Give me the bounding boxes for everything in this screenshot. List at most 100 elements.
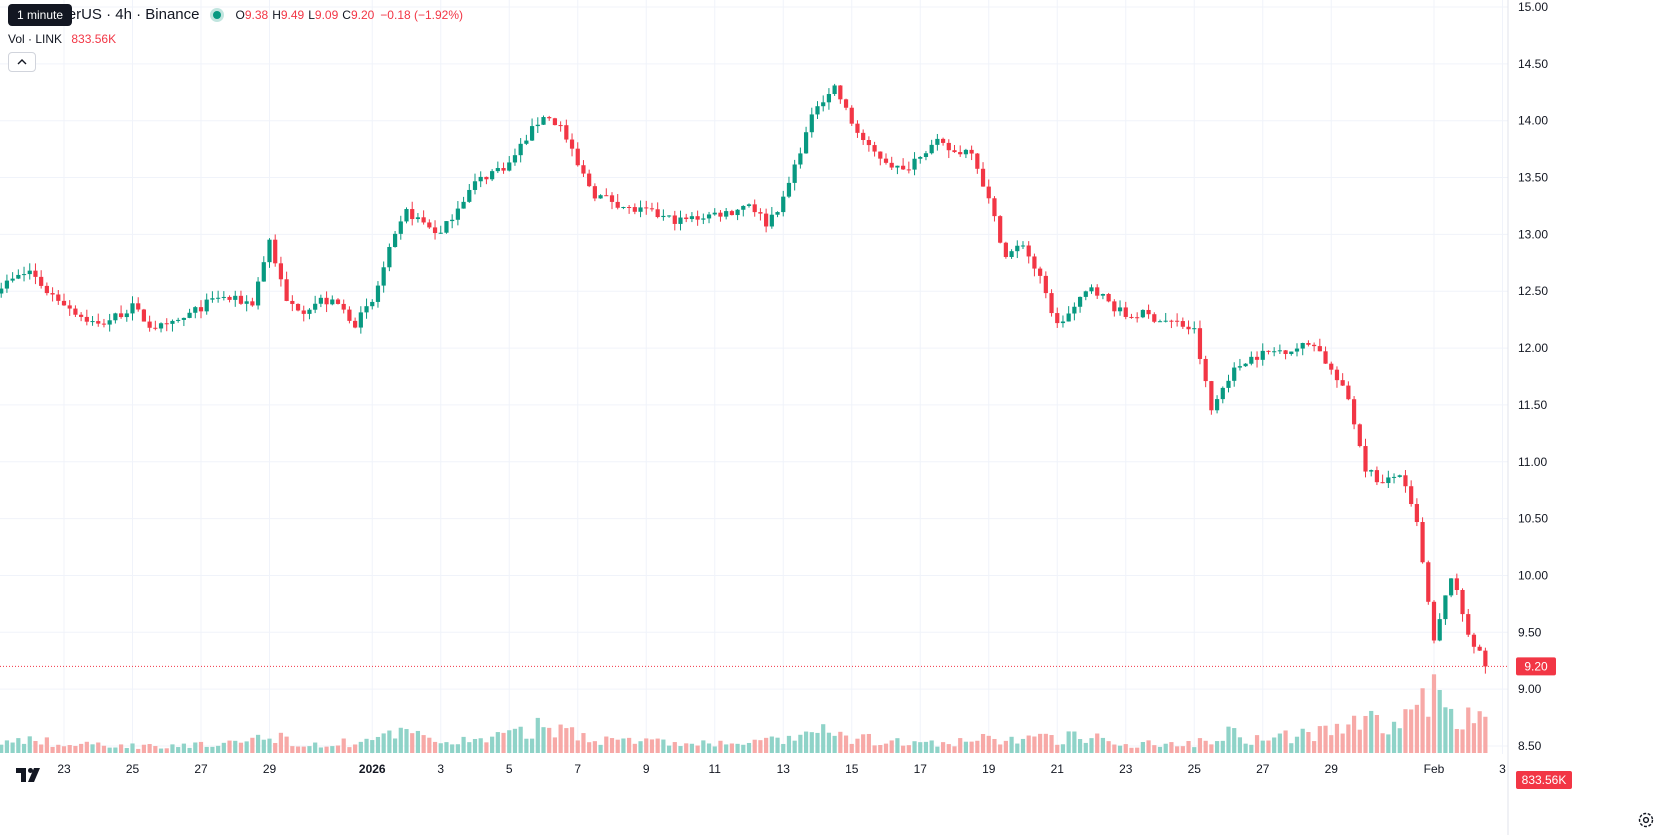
candle-body bbox=[187, 312, 192, 318]
candle-body bbox=[1431, 601, 1437, 641]
volume-bar bbox=[181, 743, 186, 753]
candle-body bbox=[227, 296, 232, 300]
volume-bar bbox=[204, 746, 209, 753]
candle-body bbox=[1197, 328, 1203, 359]
volume-bar bbox=[290, 746, 295, 753]
collapse-legend-button[interactable] bbox=[8, 52, 36, 72]
candle-body bbox=[1083, 291, 1088, 297]
volume-bar bbox=[803, 731, 809, 753]
candle-body bbox=[364, 306, 369, 313]
volume-bar bbox=[1237, 737, 1243, 753]
candle-body bbox=[467, 189, 472, 202]
volume-bar bbox=[227, 740, 232, 753]
volume-bar bbox=[501, 732, 506, 753]
candle-body bbox=[210, 298, 215, 300]
candle-body bbox=[1306, 343, 1311, 345]
gear-icon[interactable] bbox=[1637, 811, 1655, 829]
candle-body bbox=[1272, 351, 1277, 353]
volume-bar bbox=[821, 724, 826, 753]
volume-bar bbox=[358, 741, 363, 753]
candle-body bbox=[569, 139, 575, 149]
candle-body bbox=[1426, 562, 1431, 602]
candle-body bbox=[158, 323, 164, 329]
candle-body bbox=[341, 303, 346, 310]
time-tick-label: 27 bbox=[1256, 762, 1270, 776]
candle-body bbox=[370, 301, 375, 307]
volume-bar bbox=[478, 738, 483, 753]
volume-bar bbox=[233, 740, 238, 753]
candle-body bbox=[832, 85, 837, 95]
volume-bar bbox=[1317, 726, 1322, 753]
candle-body bbox=[940, 138, 946, 143]
candle-body bbox=[301, 310, 306, 314]
volume-bar bbox=[581, 733, 586, 753]
volume-bar bbox=[1449, 708, 1454, 753]
candle-body bbox=[1471, 634, 1477, 647]
volume-bar bbox=[729, 743, 734, 753]
volume-bar bbox=[1323, 725, 1328, 753]
candle-body bbox=[221, 296, 226, 298]
time-tick-label: 23 bbox=[1119, 762, 1133, 776]
volume-bar bbox=[512, 728, 518, 753]
candle-body bbox=[735, 209, 740, 216]
volume-bar bbox=[56, 744, 61, 753]
candle-body bbox=[79, 314, 84, 317]
candle-body bbox=[1026, 245, 1031, 257]
candle-body bbox=[1169, 320, 1174, 322]
volume-bar bbox=[1100, 737, 1106, 753]
candle-body bbox=[1237, 366, 1243, 368]
volume-bar bbox=[141, 744, 147, 753]
candle-body bbox=[193, 307, 198, 313]
volume-bar bbox=[1152, 745, 1157, 753]
volume-bar bbox=[1020, 738, 1026, 753]
candle-body bbox=[518, 143, 523, 156]
volume-name[interactable]: Vol · LINK bbox=[8, 32, 63, 46]
volume-bar bbox=[1277, 733, 1282, 753]
candle-body bbox=[398, 221, 403, 234]
candle-body bbox=[627, 206, 632, 208]
candle-body bbox=[1249, 356, 1254, 364]
volume-bar bbox=[724, 744, 729, 753]
last-price-markers: 9.20 833.56K bbox=[0, 657, 1572, 789]
candle-body bbox=[472, 181, 478, 190]
candle-body bbox=[1317, 346, 1322, 352]
volume-bar bbox=[1454, 728, 1459, 753]
volume-bar bbox=[558, 724, 563, 753]
candle-body bbox=[838, 85, 843, 100]
volume-bar bbox=[1209, 744, 1214, 753]
volume-bar bbox=[507, 730, 512, 753]
volume-bar bbox=[986, 735, 991, 753]
volume-bar bbox=[569, 727, 575, 753]
last-price-label: 9.20 bbox=[1524, 659, 1548, 673]
candle-body bbox=[1260, 350, 1265, 360]
candle-body bbox=[644, 207, 649, 209]
volume-bar bbox=[4, 740, 10, 753]
candle-body bbox=[10, 278, 15, 281]
volume-bar bbox=[221, 742, 226, 753]
volume-bar bbox=[689, 743, 695, 753]
volume-bar bbox=[666, 745, 672, 753]
candle-body bbox=[1391, 476, 1397, 478]
volume-bar bbox=[906, 745, 911, 753]
volume-bar bbox=[387, 730, 392, 753]
tradingview-logo-icon[interactable] bbox=[14, 766, 44, 784]
volume-bar bbox=[1266, 740, 1271, 753]
candle-body bbox=[375, 285, 381, 302]
volume-bar bbox=[1146, 740, 1151, 753]
candle-body bbox=[164, 323, 169, 325]
candle-body bbox=[1157, 321, 1163, 323]
volume-bar bbox=[330, 746, 335, 753]
price-tick-label: 11.00 bbox=[1518, 455, 1547, 469]
candle-body bbox=[587, 173, 592, 187]
volume-bar bbox=[347, 747, 352, 753]
candle-body bbox=[883, 158, 889, 163]
candle-body bbox=[1003, 242, 1008, 257]
volume-bar bbox=[50, 746, 55, 753]
volume-bar bbox=[1077, 739, 1083, 753]
volume-bar bbox=[587, 742, 592, 753]
volume-bar bbox=[444, 742, 449, 753]
candle-body bbox=[866, 140, 871, 146]
price-tick-label: 14.00 bbox=[1518, 114, 1548, 128]
candle-body bbox=[1351, 399, 1357, 425]
